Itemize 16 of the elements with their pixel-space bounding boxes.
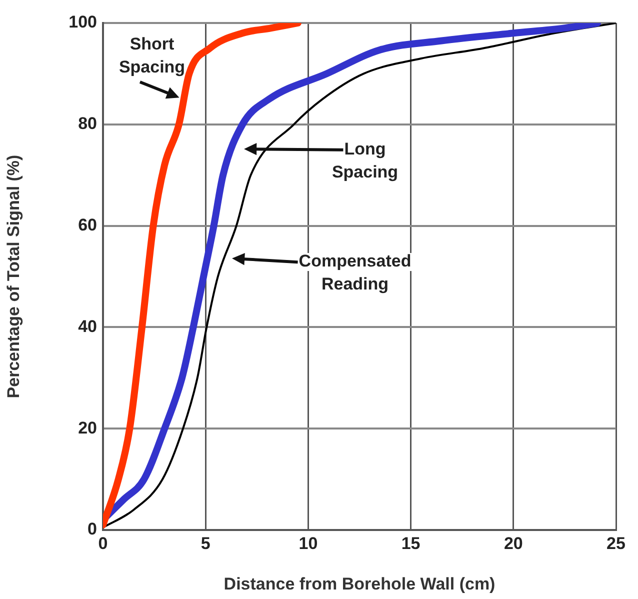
x-tick-label: 20 xyxy=(504,534,523,553)
x-axis-title: Distance from Borehole Wall (cm) xyxy=(224,574,496,594)
y-tick-label: 20 xyxy=(78,418,97,438)
y-tick-label: 100 xyxy=(68,12,97,32)
annotation: Compensated Reading xyxy=(298,252,412,294)
annotation: Long Spacing xyxy=(332,140,398,182)
y-tick-label: 40 xyxy=(78,316,97,336)
y-tick-label: 0 xyxy=(88,520,97,539)
annotation: Short Spacing xyxy=(118,34,186,77)
y-axis-title: Percentage of Total Signal (%) xyxy=(4,154,23,398)
x-tick-label: 15 xyxy=(401,534,420,553)
y-tick-label: 60 xyxy=(78,215,97,234)
x-tick-label: 10 xyxy=(298,534,318,553)
x-tick-label: 25 xyxy=(606,534,626,553)
x-tick-label: 5 xyxy=(200,534,210,553)
y-tick-label: 80 xyxy=(78,114,97,134)
